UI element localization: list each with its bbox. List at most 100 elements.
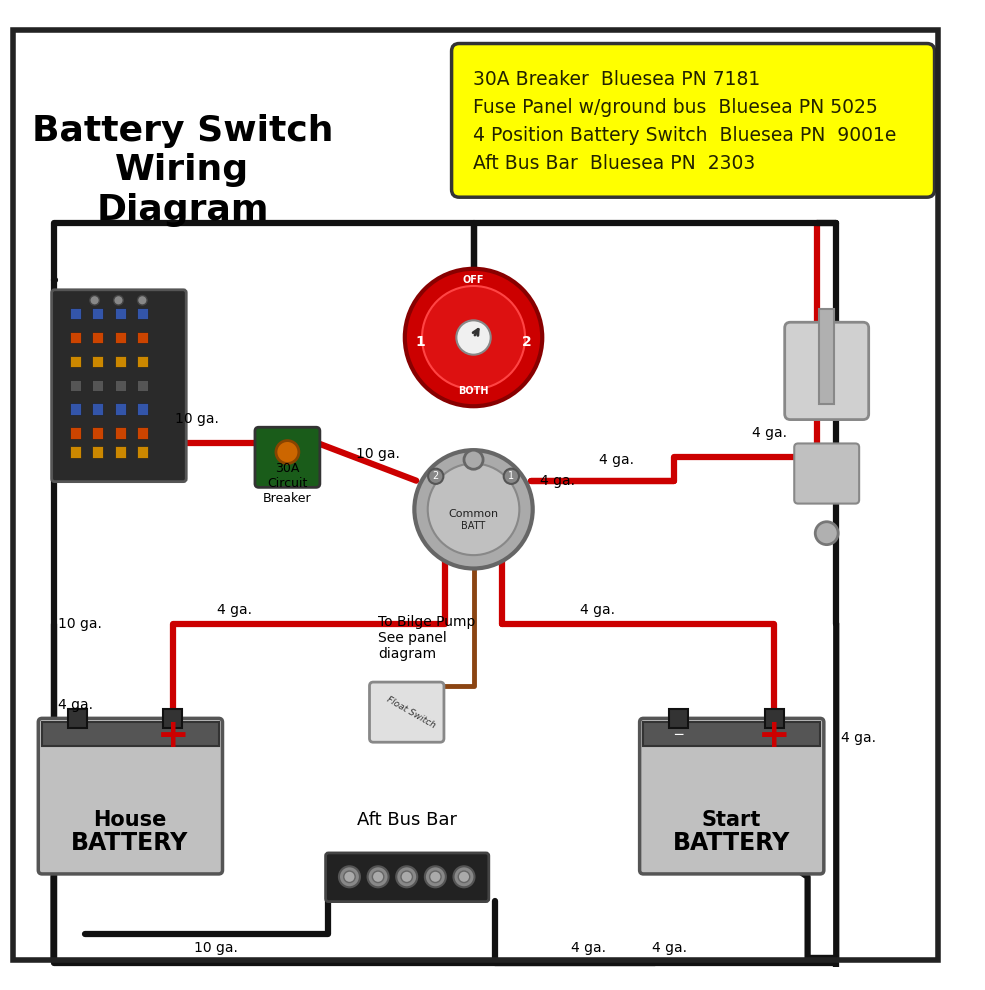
Circle shape — [458, 871, 470, 882]
Text: 1: 1 — [508, 471, 514, 481]
Text: BATT: BATT — [461, 522, 486, 532]
Bar — [70, 332, 81, 344]
Bar — [114, 308, 126, 320]
Text: 4 ga.: 4 ga. — [580, 603, 615, 617]
Text: 10 ga.: 10 ga. — [194, 941, 237, 955]
Text: 10 ga.: 10 ga. — [357, 446, 400, 461]
Text: BATTERY: BATTERY — [71, 832, 188, 855]
Bar — [137, 428, 148, 439]
Text: 4 ga.: 4 ga. — [218, 603, 252, 617]
Bar — [114, 355, 126, 367]
Circle shape — [425, 866, 446, 887]
FancyBboxPatch shape — [255, 428, 320, 487]
Bar — [70, 446, 81, 457]
Text: 4 ga.: 4 ga. — [841, 732, 876, 745]
Circle shape — [276, 441, 298, 463]
Bar — [114, 379, 126, 391]
Text: 10 ga.: 10 ga. — [174, 412, 219, 426]
Circle shape — [405, 269, 543, 406]
Bar — [42, 722, 219, 746]
Text: 4 ga.: 4 ga. — [752, 426, 787, 440]
Text: 4 ga.: 4 ga. — [599, 452, 634, 466]
Text: 4 ga.: 4 ga. — [570, 941, 606, 955]
Bar — [669, 709, 689, 728]
Text: 30A Breaker  Bluesea PN 7181
Fuse Panel w/ground bus  Bluesea PN 5025
4 Position: 30A Breaker Bluesea PN 7181 Fuse Panel w… — [473, 70, 896, 173]
Text: ─: ─ — [675, 728, 683, 742]
Circle shape — [464, 450, 483, 469]
Bar — [92, 355, 103, 367]
Circle shape — [113, 295, 123, 305]
Circle shape — [372, 871, 384, 882]
Text: 4 ga.: 4 ga. — [58, 698, 94, 712]
FancyBboxPatch shape — [785, 322, 869, 420]
Bar — [164, 709, 182, 728]
Text: BATTERY: BATTERY — [673, 832, 790, 855]
Text: Float Switch: Float Switch — [385, 695, 437, 731]
Text: 10 ga.: 10 ga. — [58, 617, 102, 631]
Circle shape — [367, 866, 389, 887]
Text: +: + — [157, 717, 189, 754]
Circle shape — [428, 468, 443, 484]
Circle shape — [401, 871, 413, 882]
Bar — [92, 308, 103, 320]
Text: House: House — [94, 810, 166, 830]
Bar — [92, 379, 103, 391]
Text: Battery Switch
Wiring
Diagram: Battery Switch Wiring Diagram — [32, 114, 333, 227]
Bar — [114, 403, 126, 415]
Bar — [114, 428, 126, 439]
Circle shape — [427, 463, 519, 555]
Bar — [70, 355, 81, 367]
Text: 2: 2 — [522, 336, 532, 349]
Circle shape — [429, 871, 441, 882]
Bar — [137, 403, 148, 415]
Text: Aft Bus Bar: Aft Bus Bar — [357, 811, 457, 829]
Bar — [137, 332, 148, 344]
Text: +: + — [757, 717, 791, 754]
Text: To Bilge Pump
See panel
diagram: To Bilge Pump See panel diagram — [378, 615, 476, 661]
Bar — [70, 428, 81, 439]
FancyBboxPatch shape — [451, 44, 935, 197]
FancyBboxPatch shape — [38, 719, 223, 874]
Bar — [92, 428, 103, 439]
Text: 4 ga.: 4 ga. — [541, 473, 575, 488]
FancyBboxPatch shape — [369, 682, 444, 742]
FancyBboxPatch shape — [326, 853, 489, 902]
FancyBboxPatch shape — [639, 719, 823, 874]
Circle shape — [422, 286, 525, 389]
Circle shape — [456, 321, 491, 354]
Circle shape — [339, 866, 360, 887]
Text: Common: Common — [448, 509, 498, 519]
Bar — [820, 309, 834, 404]
Text: 2: 2 — [432, 471, 439, 481]
Bar — [137, 308, 148, 320]
Circle shape — [816, 522, 838, 544]
Circle shape — [90, 295, 99, 305]
Bar — [92, 403, 103, 415]
Bar — [68, 709, 87, 728]
Bar — [137, 379, 148, 391]
Circle shape — [396, 866, 418, 887]
Text: 4 ga.: 4 ga. — [652, 941, 687, 955]
Bar — [92, 446, 103, 457]
FancyBboxPatch shape — [794, 444, 859, 504]
Bar — [92, 332, 103, 344]
Bar — [70, 403, 81, 415]
Text: 1: 1 — [416, 336, 425, 349]
FancyBboxPatch shape — [51, 290, 186, 482]
Bar — [114, 332, 126, 344]
Bar — [114, 446, 126, 457]
Text: BOTH: BOTH — [458, 386, 489, 396]
Bar — [70, 308, 81, 320]
Circle shape — [503, 468, 519, 484]
Bar — [137, 355, 148, 367]
Bar — [643, 722, 821, 746]
Circle shape — [138, 295, 147, 305]
Circle shape — [415, 450, 533, 568]
Circle shape — [344, 871, 356, 882]
Circle shape — [453, 866, 475, 887]
Bar — [137, 446, 148, 457]
Text: OFF: OFF — [463, 275, 485, 285]
Bar — [764, 709, 784, 728]
Text: Start: Start — [701, 810, 761, 830]
Bar — [70, 379, 81, 391]
